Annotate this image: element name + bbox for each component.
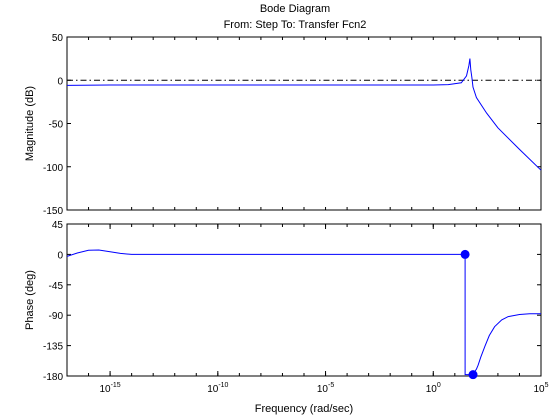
y-tick-label: -45 [49,281,64,292]
x-tick-label: 105 [533,382,548,395]
series-line [66,249,541,376]
x-tick-label-base: 10 [317,384,329,395]
x-axis-label: Frequency (rad/sec) [255,403,353,415]
y-tick-label: 50 [52,33,64,44]
x-tick-label: 10-15 [99,382,120,395]
y-tick-label: -50 [49,120,64,131]
x-tick-label-base: 10 [207,384,219,395]
magnitude-panel: 50 0 -50 -100 -150 Magnitude (dB) [24,33,542,217]
x-tick-label-base: 10 [99,384,111,395]
x-tick-label-exponent: -15 [111,382,121,389]
y-tick-label: -180 [43,372,63,383]
x-tick-label-exponent: -10 [218,382,228,389]
chart-title: Bode Diagram [260,3,330,15]
x-tick-label: 10-10 [207,382,228,395]
y-axis-label: Magnitude (dB) [24,86,36,161]
y-axis-label: Phase (deg) [24,270,36,330]
x-tick-label-exponent: -5 [328,382,334,389]
data-marker [460,249,470,259]
y-tick-label: -100 [43,163,63,174]
x-tick-label-exponent: 0 [437,382,441,389]
y-tick-label: -150 [43,206,63,217]
y-tick-label: 0 [57,76,63,87]
y-tick-label: 0 [57,250,63,261]
y-tick-label: 45 [52,220,64,231]
x-tick-label-base: 10 [533,384,545,395]
chart-subtitle: From: Step To: Transfer Fcn2 [224,19,367,31]
series-line [66,58,542,171]
plot-area [66,36,542,211]
x-tick-label-base: 10 [426,384,438,395]
x-tick-label: 10-5 [317,382,334,395]
x-tick-label: 100 [426,382,441,395]
data-marker [468,370,478,380]
y-tick-label: -135 [43,342,63,353]
y-tick-label: -90 [49,311,64,322]
x-tick-label-exponent: 5 [545,382,549,389]
plot-area [66,223,542,377]
